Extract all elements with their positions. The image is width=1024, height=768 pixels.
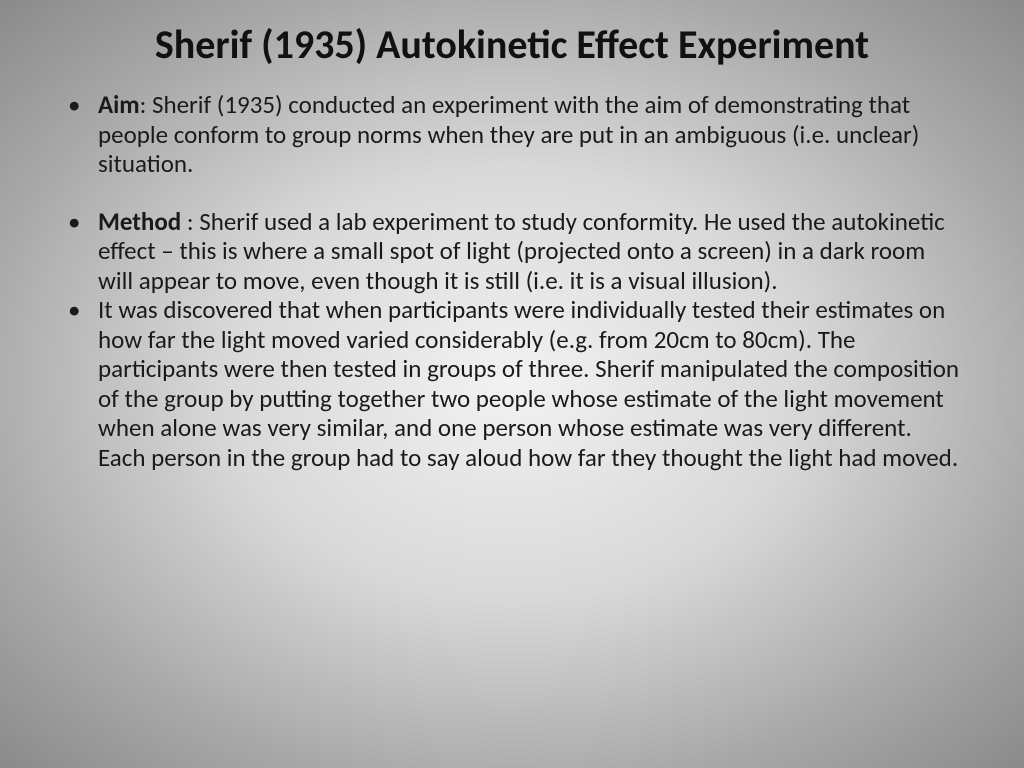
bullet-text: It was discovered that when participants…: [98, 294, 959, 473]
list-item: Method : Sherif used a lab experiment to…: [98, 207, 964, 296]
slide: Sherif (1935) Autokinetic Effect Experim…: [0, 0, 1024, 768]
bullet-text: Sherif used a lab experiment to study co…: [98, 206, 945, 296]
list-item: It was discovered that when participants…: [98, 295, 964, 472]
slide-title: Sherif (1935) Autokinetic Effect Experim…: [60, 22, 964, 68]
bullet-list: Aim: Sherif (1935) conducted an experime…: [60, 90, 964, 472]
bullet-text: Sherif (1935) conducted an experiment wi…: [98, 89, 919, 179]
bullet-sep: :: [181, 206, 199, 237]
bullet-label: Method: [98, 206, 181, 237]
bullet-sep: :: [140, 89, 152, 120]
bullet-label: Aim: [98, 89, 140, 120]
list-item: Aim: Sherif (1935) conducted an experime…: [98, 90, 964, 179]
